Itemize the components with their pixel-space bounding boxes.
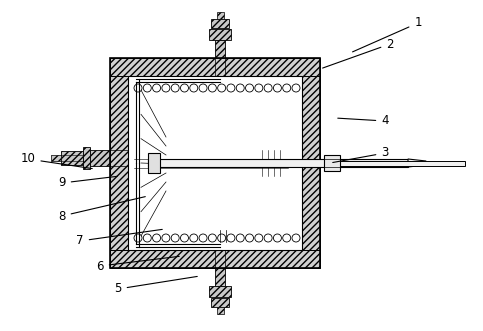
Bar [61,151,83,165]
Circle shape [255,84,263,92]
Bar [302,76,320,250]
Circle shape [273,84,282,92]
Circle shape [190,234,198,242]
Bar [110,76,128,250]
Circle shape [153,234,160,242]
Bar [324,155,340,171]
Bar [211,298,229,307]
Circle shape [227,234,235,242]
Circle shape [153,84,160,92]
Bar [128,76,134,250]
Circle shape [171,234,179,242]
Circle shape [292,234,300,242]
Text: 1: 1 [353,17,422,52]
Circle shape [171,84,179,92]
Circle shape [236,84,244,92]
Text: 10: 10 [21,153,92,168]
Circle shape [283,234,291,242]
Bar [340,161,465,166]
Bar [83,147,90,169]
Circle shape [134,84,142,92]
Circle shape [292,84,300,92]
Circle shape [208,84,216,92]
Circle shape [181,234,188,242]
Text: 6: 6 [96,256,179,272]
Circle shape [208,234,216,242]
Bar [110,58,320,268]
Bar [211,19,229,28]
Bar [51,155,61,161]
Bar [128,244,302,250]
Circle shape [162,84,170,92]
Circle shape [283,84,291,92]
Text: 5: 5 [114,276,197,296]
Text: 4: 4 [338,115,389,127]
Circle shape [264,84,272,92]
Bar [215,268,225,286]
Bar [128,76,302,250]
Circle shape [162,234,170,242]
Circle shape [199,84,207,92]
Circle shape [134,234,142,242]
Circle shape [218,84,226,92]
Bar [209,286,231,297]
Text: 8: 8 [58,197,145,222]
Circle shape [143,234,151,242]
Circle shape [218,234,226,242]
Circle shape [273,234,282,242]
Bar [90,150,110,166]
Text: 9: 9 [58,176,117,190]
Circle shape [190,84,198,92]
Circle shape [245,234,254,242]
Bar [110,58,320,76]
Bar [134,147,148,179]
Circle shape [245,84,254,92]
Polygon shape [408,159,426,167]
Circle shape [227,84,235,92]
Circle shape [199,234,207,242]
Circle shape [181,84,188,92]
Bar [215,40,225,58]
Text: 2: 2 [323,37,394,68]
Text: 3: 3 [333,147,389,163]
Bar [209,29,231,40]
Bar [110,250,320,268]
Bar [288,148,300,178]
Bar [148,159,408,167]
Bar [148,153,160,173]
Circle shape [143,84,151,92]
Circle shape [264,234,272,242]
Text: 7: 7 [76,229,162,248]
Bar [216,307,224,314]
Circle shape [236,234,244,242]
Bar [128,76,302,82]
Bar [216,12,224,19]
Circle shape [255,234,263,242]
